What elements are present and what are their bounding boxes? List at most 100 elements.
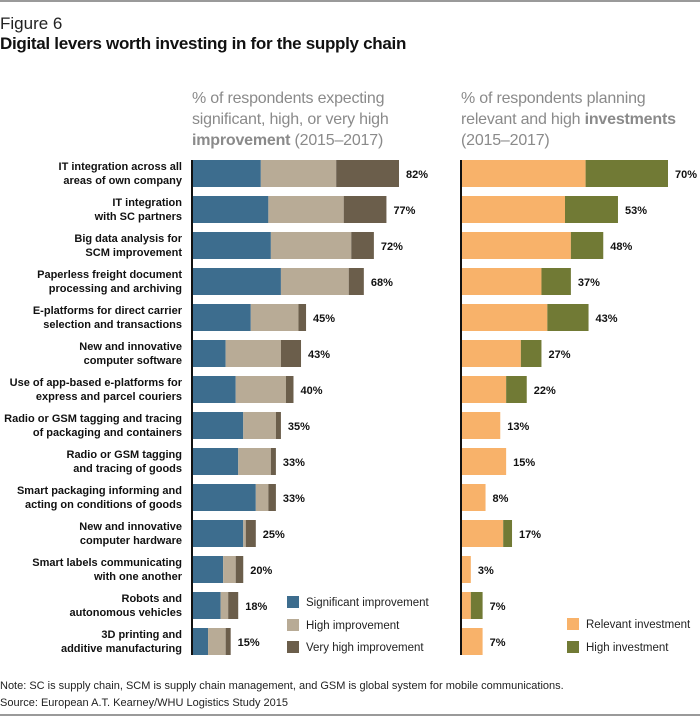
legend-label: High improvement [306, 620, 400, 632]
bar-significant [193, 268, 281, 295]
top-rule [0, 0, 700, 2]
left-total-label: 82% [406, 169, 428, 181]
bar-significant [193, 484, 256, 511]
legend-swatch-high-investment [567, 641, 579, 653]
bar-significant [193, 232, 271, 259]
bar-significant [193, 304, 251, 331]
left-subtitle-line1: % of respondents expecting [192, 90, 385, 107]
right-total-label: 17% [519, 529, 541, 541]
category-label: 3D printing and additive manufacturing [61, 629, 182, 655]
chart-title: Digital levers worth investing in for th… [0, 34, 407, 53]
bar-significant [193, 160, 261, 187]
bar-relevant-investment [462, 484, 486, 511]
category-label: Big data analysis for SCM improvement [74, 233, 182, 259]
category-label: New and innovative computer hardware [79, 521, 182, 547]
bar-very-high [348, 268, 364, 295]
legend-swatch-significant [287, 596, 299, 608]
bar-significant [193, 340, 226, 367]
legend-label: Very high improvement [306, 642, 424, 654]
bar-very-high [270, 448, 276, 475]
bar-relevant-investment [462, 592, 471, 619]
bar-high-investment [503, 520, 513, 547]
bar-high-improvement [260, 160, 337, 187]
bar-high-investment [520, 340, 542, 367]
right-subtitle-line1: % of respondents planning [461, 90, 646, 107]
bar-significant [193, 592, 221, 619]
bar-significant [193, 448, 239, 475]
bar-very-high [285, 376, 294, 403]
bar-relevant-investment [462, 520, 504, 547]
legend-swatch-relevant-investment [567, 618, 579, 630]
bar-high-improvement [208, 628, 226, 655]
category-label: IT integration across all areas of own co… [59, 161, 183, 187]
right-subtitle-bold: investments [584, 111, 676, 128]
bottom-rule [0, 714, 700, 716]
category-label: IT integration with SC partners [94, 197, 183, 223]
bar-relevant-investment [462, 196, 565, 223]
bar-significant [193, 556, 224, 583]
bar-very-high [351, 232, 374, 259]
bar-significant [193, 196, 269, 223]
category-label: Radio or GSM tagging and tracing of goods [67, 449, 183, 475]
bar-high-improvement [250, 304, 299, 331]
bar-high-improvement [243, 520, 246, 547]
legend-label: Relevant investment [586, 619, 691, 631]
right-total-label: 22% [534, 385, 556, 397]
bar-relevant-investment [462, 412, 501, 439]
bar-high-improvement [280, 268, 349, 295]
category-label: Smart packaging informing and acting on c… [17, 485, 182, 511]
bar-relevant-investment [462, 628, 483, 655]
bar-significant [193, 520, 244, 547]
bar-significant [193, 412, 244, 439]
bar-high-improvement [255, 484, 269, 511]
right-total-label: 15% [513, 457, 535, 469]
category-label: New and innovative computer software [79, 341, 182, 367]
left-total-label: 40% [300, 385, 322, 397]
bar-very-high [343, 196, 387, 223]
right-total-label: 70% [675, 169, 697, 181]
legend-label: Significant improvement [306, 597, 430, 609]
source-text: Source: European A.T. Kearney/WHU Logist… [0, 697, 288, 709]
bar-very-high [298, 304, 307, 331]
category-label: E-platforms for direct carrier selection … [33, 305, 183, 331]
bar-relevant-investment [462, 340, 521, 367]
left-total-label: 43% [308, 349, 330, 361]
left-total-label: 18% [245, 601, 267, 613]
left-subtitle-rest: (2015–2017) [290, 132, 384, 149]
category-label: Paperless freight document processing and… [37, 269, 182, 295]
bar-very-high [275, 412, 281, 439]
bar-very-high [235, 556, 244, 583]
legend-label: High investment [586, 642, 669, 654]
right-total-label: 27% [548, 349, 570, 361]
bar-significant [193, 628, 209, 655]
legend-swatch-high-improvement [287, 619, 299, 631]
left-total-label: 45% [313, 313, 335, 325]
bar-very-high [225, 628, 231, 655]
bar-high-improvement [225, 340, 281, 367]
bar-relevant-investment [462, 232, 571, 259]
right-subtitle: % of respondents planning relevant and h… [461, 88, 676, 151]
bar-high-investment [570, 232, 604, 259]
bar-high-improvement [235, 376, 286, 403]
left-total-label: 33% [283, 493, 305, 505]
bar-high-investment [541, 268, 571, 295]
left-total-label: 68% [371, 277, 393, 289]
bar-high-improvement [268, 196, 344, 223]
right-total-label: 37% [578, 277, 600, 289]
right-total-label: 3% [478, 565, 494, 577]
bar-high-improvement [238, 448, 271, 475]
bar-high-improvement [243, 412, 276, 439]
figure-label: Figure 6 [0, 14, 63, 33]
right-total-label: 7% [490, 601, 506, 613]
category-label: Use of app-based e-platforms for express … [10, 377, 183, 403]
left-total-label: 25% [263, 529, 285, 541]
left-total-label: 33% [283, 457, 305, 469]
left-total-label: 15% [238, 637, 260, 649]
bar-relevant-investment [462, 268, 542, 295]
bar-high-improvement [270, 232, 352, 259]
bar-very-high [268, 484, 276, 511]
right-subtitle-line2: relevant and high [461, 111, 585, 128]
bar-very-high [280, 340, 302, 367]
bar-high-investment [585, 160, 668, 187]
